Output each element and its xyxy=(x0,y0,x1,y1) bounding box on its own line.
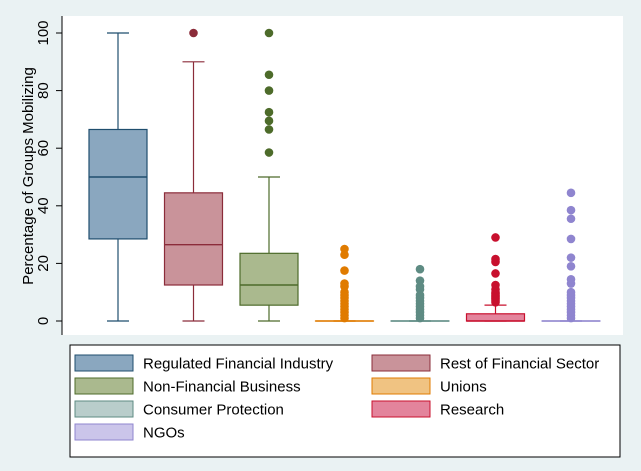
outlier-point xyxy=(189,29,198,38)
box-iqr xyxy=(89,129,147,238)
outlier-point xyxy=(491,281,500,290)
y-tick-label: 80 xyxy=(35,82,52,99)
outlier-point xyxy=(265,86,274,95)
legend-swatch xyxy=(75,401,133,417)
legend-swatch xyxy=(372,378,430,394)
outlier-point xyxy=(491,255,500,264)
legend-item: NGOs xyxy=(75,424,185,442)
legend-label: Non-Financial Business xyxy=(143,379,301,396)
outlier-point xyxy=(340,245,349,254)
outlier-point xyxy=(265,117,274,126)
legend-item: Rest of Financial Sector xyxy=(372,355,599,373)
legend-swatch xyxy=(372,401,430,417)
legend-swatch xyxy=(75,424,133,440)
outlier-point xyxy=(340,266,349,275)
legend-item: Non-Financial Business xyxy=(75,378,301,396)
outlier-point xyxy=(567,214,576,223)
legend-item: Regulated Financial Industry xyxy=(75,355,334,373)
outlier-point xyxy=(567,189,576,198)
outlier-point xyxy=(567,288,576,297)
y-tick-label: 100 xyxy=(35,20,52,45)
legend-item: Unions xyxy=(372,378,487,396)
outlier-point xyxy=(567,262,576,271)
legend-label: NGOs xyxy=(143,425,185,442)
outlier-point xyxy=(265,108,274,117)
outlier-point xyxy=(567,275,576,284)
legend-item: Consumer Protection xyxy=(75,401,284,419)
outlier-point xyxy=(265,148,274,157)
legend-swatch xyxy=(75,355,133,371)
legend-label: Research xyxy=(440,402,504,419)
legend-label: Consumer Protection xyxy=(143,402,284,419)
outlier-point xyxy=(416,265,425,274)
outlier-point xyxy=(567,235,576,244)
y-tick-label: 40 xyxy=(35,197,52,214)
legend-label: Rest of Financial Sector xyxy=(440,356,599,373)
outlier-point xyxy=(265,125,274,134)
outlier-point xyxy=(567,206,576,215)
outlier-point xyxy=(265,70,274,79)
outlier-point xyxy=(265,29,274,38)
box-iqr xyxy=(467,314,525,321)
legend-swatch xyxy=(75,378,133,394)
box-iqr xyxy=(165,193,223,285)
outlier-point xyxy=(567,253,576,262)
legend-label: Unions xyxy=(440,379,487,396)
outlier-point xyxy=(491,269,500,278)
y-tick-label: 0 xyxy=(35,317,52,325)
legend-swatch xyxy=(372,355,430,371)
y-tick-label: 20 xyxy=(35,255,52,272)
outlier-point xyxy=(340,279,349,288)
y-tick-label: 60 xyxy=(35,140,52,157)
outlier-point xyxy=(416,276,425,285)
legend-label: Regulated Financial Industry xyxy=(143,356,334,373)
outlier-point xyxy=(491,233,500,242)
box-iqr xyxy=(240,253,298,305)
